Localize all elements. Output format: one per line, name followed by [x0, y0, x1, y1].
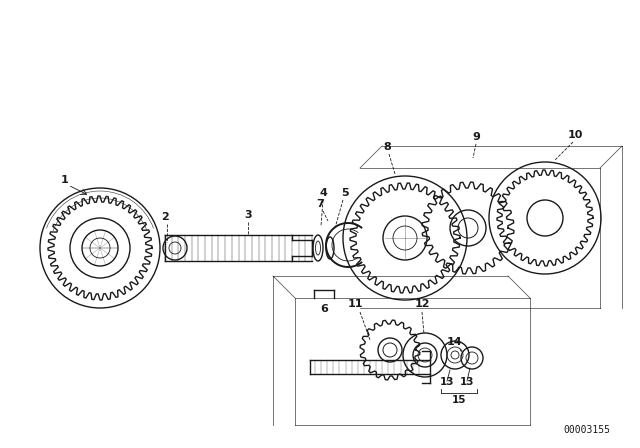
Text: 13: 13 [440, 377, 454, 387]
Text: 9: 9 [472, 132, 480, 142]
Text: 2: 2 [161, 212, 169, 222]
Text: 5: 5 [341, 188, 349, 198]
Text: 11: 11 [348, 299, 363, 309]
Text: 3: 3 [244, 210, 252, 220]
Text: 4: 4 [319, 188, 327, 198]
Text: 00003155: 00003155 [563, 425, 610, 435]
Text: 15: 15 [452, 395, 467, 405]
Text: 14: 14 [447, 337, 463, 347]
Text: 13: 13 [460, 377, 474, 387]
Text: 8: 8 [383, 142, 391, 152]
Text: 6: 6 [320, 304, 328, 314]
Text: 12: 12 [414, 299, 429, 309]
Text: 10: 10 [567, 130, 582, 140]
Text: 1: 1 [61, 175, 69, 185]
Text: 7: 7 [316, 199, 324, 209]
